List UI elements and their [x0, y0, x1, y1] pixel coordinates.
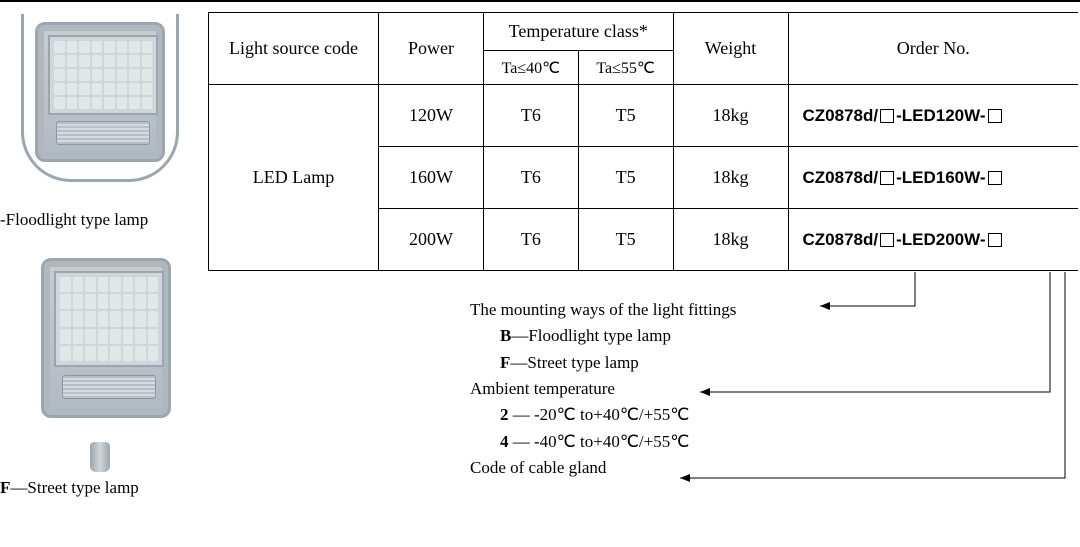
cell-weight: 18kg	[673, 85, 788, 147]
streetlight-image	[15, 250, 185, 470]
legend-gland-header: Code of cable gland	[470, 455, 736, 481]
cell-order: CZ0878d/-LED160W-	[788, 147, 1078, 209]
table-row: LED Lamp 120W T6 T5 18kg CZ0878d/-LED120…	[209, 85, 1079, 147]
cell-ta40: T6	[484, 147, 579, 209]
floodlight-image	[15, 12, 185, 202]
floodlight-block: -Floodlight type lamp	[0, 12, 200, 230]
placeholder-box-icon	[880, 109, 894, 123]
cell-ta40: T6	[484, 85, 579, 147]
cell-ta55: T5	[578, 209, 673, 271]
placeholder-box-icon	[988, 171, 1002, 185]
streetlight-block: F—Street type lamp	[0, 250, 200, 498]
cell-power: 200W	[379, 209, 484, 271]
th-ta55: Ta≤55℃	[578, 51, 673, 85]
left-column: -Floodlight type lamp F—Street type lamp	[0, 12, 200, 518]
th-order: Order No.	[788, 13, 1078, 85]
placeholder-box-icon	[880, 233, 894, 247]
streetlight-caption: F—Street type lamp	[0, 478, 200, 498]
legend-ambient-4: 4 — -40℃ to+40℃/+55℃	[470, 429, 736, 455]
legend-mount-f: F—Street type lamp	[470, 350, 736, 376]
legend-mount-b: B—Floodlight type lamp	[470, 323, 736, 349]
legend-block: The mounting ways of the light fittings …	[470, 297, 736, 481]
cell-order: CZ0878d/-LED120W-	[788, 85, 1078, 147]
cell-source: LED Lamp	[209, 85, 379, 271]
legend-ambient-header: Ambient temperature	[470, 376, 736, 402]
placeholder-box-icon	[988, 233, 1002, 247]
cell-power: 160W	[379, 147, 484, 209]
placeholder-box-icon	[880, 171, 894, 185]
spec-table: Light source code Power Temperature clas…	[208, 12, 1078, 271]
cell-ta55: T5	[578, 147, 673, 209]
th-source: Light source code	[209, 13, 379, 85]
cell-ta40: T6	[484, 209, 579, 271]
cell-weight: 18kg	[673, 209, 788, 271]
placeholder-box-icon	[988, 109, 1002, 123]
th-power: Power	[379, 13, 484, 85]
cell-ta55: T5	[578, 85, 673, 147]
th-weight: Weight	[673, 13, 788, 85]
cell-weight: 18kg	[673, 147, 788, 209]
legend-mount-header: The mounting ways of the light fittings	[470, 297, 736, 323]
legend-ambient-2: 2 — -20℃ to+40℃/+55℃	[470, 402, 736, 428]
cell-power: 120W	[379, 85, 484, 147]
floodlight-caption: -Floodlight type lamp	[0, 210, 200, 230]
spec-table-wrap: Light source code Power Temperature clas…	[208, 12, 1078, 271]
th-ta40: Ta≤40℃	[484, 51, 579, 85]
cell-order: CZ0878d/-LED200W-	[788, 209, 1078, 271]
th-temp-group: Temperature class*	[484, 13, 674, 51]
